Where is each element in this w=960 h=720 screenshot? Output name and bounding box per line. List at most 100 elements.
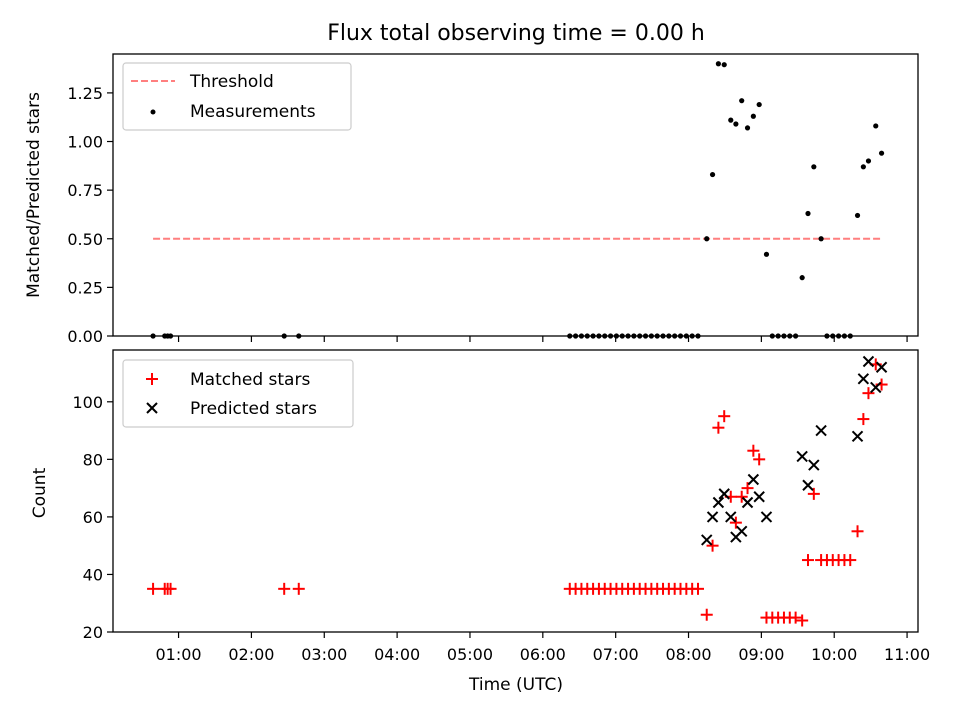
measurement-point — [763, 251, 770, 257]
predicted-stars-point — [875, 361, 888, 373]
measurement-point — [733, 121, 739, 127]
measurement-point — [721, 62, 727, 68]
matched-stars-point — [700, 608, 713, 621]
matched-stars-point — [292, 582, 305, 595]
ratio-legend-box — [122, 62, 352, 131]
matched-stars-point — [706, 539, 719, 552]
x-tick-label: 05:00 — [447, 645, 493, 664]
measurement-point — [835, 333, 842, 339]
predicted-stars-point — [701, 534, 713, 546]
ratio-y-tick-label: 0.50 — [67, 230, 103, 249]
measurement-point — [602, 333, 608, 339]
predicted-stars-point — [706, 511, 719, 523]
matched-stars-point — [807, 487, 820, 500]
measurement-point — [756, 101, 762, 108]
chart-title: Flux total observing time = 0.00 h — [327, 21, 705, 46]
predicted-legend-swatch — [146, 402, 158, 414]
predicted-stars-point — [802, 479, 814, 491]
measurement-point — [637, 333, 643, 339]
measurement-point — [660, 333, 666, 339]
measurement-point — [744, 125, 751, 131]
matched-stars-point — [857, 413, 870, 426]
measurement-point — [695, 333, 701, 339]
measurement-point — [865, 158, 872, 164]
predicted-stars-point — [808, 459, 820, 471]
measurement-point — [830, 333, 836, 339]
measurement-point — [578, 333, 585, 339]
matched-stars-point — [278, 582, 291, 595]
count-y-tick-label: 60 — [83, 508, 103, 527]
matched-stars-point — [844, 554, 857, 567]
count-legend-box — [122, 359, 354, 428]
measurement-point — [677, 333, 684, 339]
matched-stars-point — [691, 582, 704, 595]
measurement-point — [750, 113, 756, 119]
matched-stars-point — [789, 611, 802, 624]
measurement-point — [739, 98, 745, 104]
measurement-point — [781, 333, 787, 339]
predicted-stars-point — [718, 488, 730, 500]
predicted-legend-label: Predicted stars — [190, 399, 317, 419]
matched-legend-swatch — [146, 373, 158, 385]
measurement-point — [709, 171, 716, 178]
measurement-point — [799, 275, 805, 281]
ratio-legend: Threshold Measurements — [122, 62, 352, 131]
measurements-legend-swatch — [150, 109, 156, 115]
measurement-point — [811, 164, 817, 170]
x-tick-label: 04:00 — [374, 645, 420, 664]
matched-stars-point — [718, 410, 731, 423]
measurement-point — [715, 61, 721, 67]
measurement-point — [683, 333, 689, 339]
ratio-y-tick-label: 0.75 — [67, 181, 103, 200]
measurement-point — [613, 333, 619, 339]
matched-stars-point — [741, 482, 754, 495]
measurements-legend-label: Measurements — [190, 102, 316, 122]
predicted-stars-point — [712, 496, 725, 509]
measurement-point — [631, 333, 637, 339]
threshold-legend-label: Threshold — [189, 72, 274, 92]
predicted-stars-point — [747, 473, 760, 486]
predicted-stars-point — [870, 381, 882, 394]
count-y-tick-label: 100 — [72, 393, 103, 412]
predicted-stars-point — [862, 355, 875, 368]
x-tick-label: 01:00 — [156, 645, 202, 664]
predicted-stars-point — [753, 491, 765, 503]
matched-stars-point — [729, 516, 742, 529]
x-tick-label: 09:00 — [738, 645, 784, 664]
measurement-point — [704, 236, 710, 242]
measurement-point — [567, 333, 573, 339]
ratio-panel: Matched/Predicted stars 0.00 0.25 0.50 0.75… — [24, 53, 919, 346]
matched-stars-point — [712, 421, 725, 434]
matched-stars-point — [753, 453, 766, 466]
predicted-stars-point — [760, 511, 773, 523]
ratio-y-axis-label: Matched/Predicted stars — [24, 92, 44, 298]
matched-legend-label: Matched stars — [190, 370, 310, 390]
measurement-point — [841, 333, 848, 339]
measurement-point — [793, 333, 799, 339]
measurement-point — [150, 333, 156, 339]
predicted-stars-point — [815, 424, 827, 437]
measurement-point — [860, 164, 866, 170]
count-y-tick-label: 20 — [83, 623, 103, 642]
measurement-point — [648, 333, 654, 339]
x-tick-label: 03:00 — [301, 645, 347, 664]
measurement-point — [281, 333, 287, 339]
measurement-point — [596, 333, 602, 339]
measurement-point — [787, 333, 793, 339]
measurement-point — [672, 333, 678, 339]
measurement-point — [590, 333, 596, 339]
ratio-y-tick-label: 0.00 — [67, 327, 103, 346]
measurement-point — [769, 333, 775, 339]
count-y-axis-label: Count — [30, 467, 50, 518]
count-panel: Count 20 40 60 80 100 01:00 02:00 03:00 04:00 05… — [30, 349, 930, 664]
measurement-point — [584, 333, 590, 339]
x-tick-label: 06:00 — [520, 645, 566, 664]
measurement-point — [689, 333, 695, 339]
measurement-point — [847, 333, 853, 339]
matched-stars-point — [735, 490, 748, 503]
count-plot-frame — [112, 349, 919, 633]
predicted-stars-point — [796, 450, 808, 463]
x-tick-label: 02:00 — [228, 645, 274, 664]
measurement-point — [854, 212, 861, 219]
